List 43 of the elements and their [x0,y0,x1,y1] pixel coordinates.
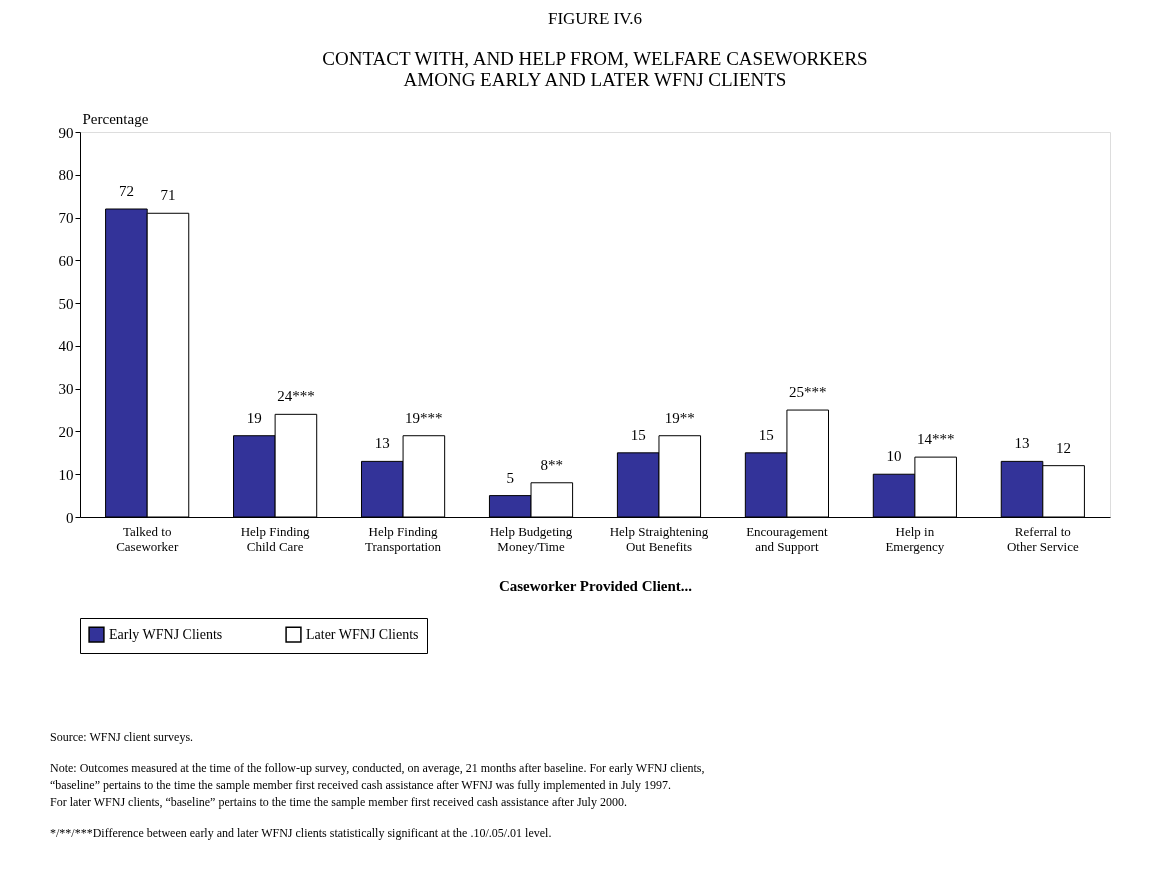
data-label: 5 [506,469,514,486]
x-tick-label: Talked to Caseworker [116,523,179,554]
x-axis-title: Caseworker Provided Client... [498,577,693,594]
legend-label: Early WFNJ Clients [109,626,223,642]
data-label: 24*** [277,388,315,405]
text: */**/***Difference between early and later WFNJ clients statistically significant at the .10/.05/.01 level. [50,826,552,840]
data-label: 19*** [405,409,443,426]
x-tick-label: Referral to Other Service [1006,523,1079,554]
data-label: 8** [540,456,564,473]
y-tick-label: 40 [58,338,74,355]
data-label: 12 [1056,439,1072,456]
y-tick-label: 50 [58,295,74,312]
x-tick-label: Help Straightening Out Benefits [609,523,709,554]
data-label: 71 [160,187,176,204]
y-tick-label: 10 [58,466,74,483]
x-tick-label: Help in Emergency [885,523,945,554]
y-tick-label: 70 [58,210,74,227]
data-label: 15 [758,426,774,443]
y-axis-title: Percentage [82,110,149,127]
x-tick-label: Encouragement and Support [746,523,829,554]
data-label: 15 [630,426,646,443]
data-label: 13 [374,435,390,452]
data-label: 19 [246,409,262,426]
text: Note: Outcomes measured at the time of the follow-up survey, conducted, on average, 21 months after baseline. For early WFNJ clients, “baseline” pertains to the time the sample member first received cash assistance after WFNJ was fully implemented in July 1997. For later WFNJ clients, “baseline” pertains to the time the sample member first received cash assistance after July 2000. [50,761,705,809]
data-label: 10 [886,448,902,465]
y-tick-label: 90 [58,124,74,141]
y-tick-label: 0 [66,509,74,526]
data-label: 25*** [788,384,827,401]
data-label: 72 [118,183,134,199]
data-label: 14*** [916,431,955,448]
chart-title: FIGURE IV.6 [547,9,643,28]
source-note: Source: WFNJ client surveys. [50,730,194,744]
x-tick-label: Help Budgeting Money/Time [489,523,573,554]
data-label: 13 [1014,435,1030,452]
legend-label: Later WFNJ Clients [306,626,419,642]
y-tick-label: 20 [58,423,74,440]
y-tick-label: 80 [58,167,74,184]
x-tick-label: Help Finding Child Care [240,523,311,554]
y-tick-label: 60 [58,252,74,269]
x-tick-label: Help Finding Transportation [365,523,442,554]
chart-subtitle: CONTACT WITH, AND HELP FROM, WELFARE CASEWORKERS AMONG EARLY AND LATER WFNJ CLIENTS [322,48,868,90]
y-tick-label: 30 [58,381,74,398]
data-label: 19** [664,409,695,426]
